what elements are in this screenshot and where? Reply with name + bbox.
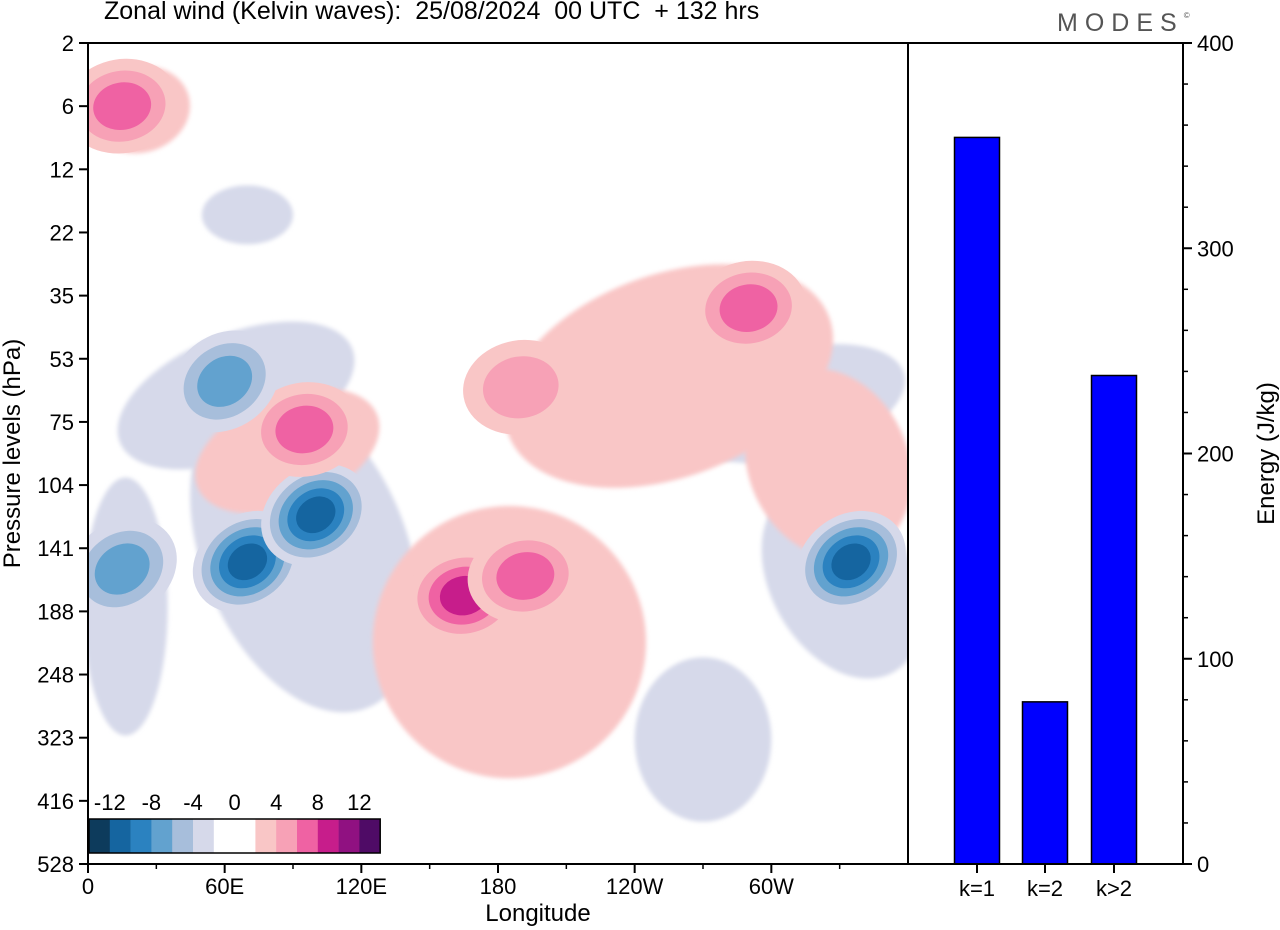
y-tick-label: 12 bbox=[50, 157, 74, 182]
x-tick-label: 60E bbox=[205, 874, 244, 899]
colorbar-swatch bbox=[297, 819, 319, 853]
colorbar: -12 -8 -4 0 4 8 12 bbox=[88, 790, 381, 854]
eastward-100E-75hPa bbox=[246, 382, 363, 477]
pos-band-60W-mid-outer bbox=[744, 368, 908, 559]
y-axis-title: Pressure levels (hPa) bbox=[0, 339, 26, 568]
colorbar-swatch bbox=[151, 819, 173, 853]
colorbar-swatch bbox=[255, 819, 277, 853]
colorbar-swatch bbox=[172, 819, 194, 853]
y-tick-label: 35 bbox=[50, 284, 74, 309]
colorbar-swatch bbox=[317, 819, 339, 853]
x-tick-label: 0 bbox=[82, 874, 94, 899]
y-tick-label: 528 bbox=[37, 852, 74, 877]
x-tick-label: 60W bbox=[749, 874, 794, 899]
colorbar-swatch bbox=[89, 819, 111, 853]
wind-contours bbox=[88, 58, 908, 822]
eastward-top-0E-level-6 bbox=[93, 82, 152, 131]
eastward-core-170W-level-6 bbox=[496, 552, 555, 600]
energy-bar-1 bbox=[953, 136, 1001, 865]
westward-core-30W-level-10 bbox=[831, 543, 871, 581]
eastward-upper-70W bbox=[690, 260, 807, 356]
energy-tick-label: 0 bbox=[1197, 852, 1209, 877]
y-tick-label: 188 bbox=[37, 599, 74, 624]
bar-category-label: k=1 bbox=[959, 876, 995, 901]
bar-category-label: k>2 bbox=[1096, 876, 1132, 901]
pos-band-60W-mid bbox=[744, 368, 908, 559]
y-tick-label: 416 bbox=[37, 789, 74, 814]
colorbar-label: 8 bbox=[312, 790, 324, 815]
y-tick-label: 6 bbox=[62, 94, 74, 119]
x-axis-title: Longitude bbox=[485, 900, 590, 927]
neg-band-top-outer bbox=[201, 185, 293, 245]
colorbar-swatch bbox=[276, 819, 298, 853]
colorbar-swatch bbox=[213, 819, 235, 853]
energy-tick-label: 100 bbox=[1197, 647, 1234, 672]
westward-upper-60E bbox=[170, 330, 280, 433]
eastward-top-0E bbox=[88, 58, 180, 154]
westward-core-30W bbox=[796, 510, 906, 613]
eastward-upper-180-level-4 bbox=[482, 356, 559, 419]
energy-bar-2 bbox=[1021, 701, 1069, 865]
colorbar-label: 4 bbox=[270, 790, 282, 815]
neg-band-top bbox=[201, 185, 293, 245]
westward-upper-60E-level-6 bbox=[197, 355, 253, 407]
colorbar-label: -4 bbox=[183, 790, 203, 815]
energy-tick-label: 200 bbox=[1197, 442, 1234, 467]
y-tick-label: 22 bbox=[50, 220, 74, 245]
neg-band-lower-outer bbox=[634, 657, 772, 822]
bar-category-label: k=2 bbox=[1027, 876, 1063, 901]
westward-0E-level-6 bbox=[94, 543, 150, 595]
westward-core-60E-level-10 bbox=[227, 543, 268, 581]
colorbar-swatch bbox=[338, 819, 360, 853]
eastward-core-170W bbox=[467, 528, 584, 624]
bar-frame bbox=[907, 42, 1184, 865]
energy-bar-3 bbox=[1090, 374, 1138, 865]
y-tick-label: 2 bbox=[62, 31, 74, 56]
westward-0E bbox=[88, 518, 177, 620]
colorbar-label: -8 bbox=[142, 790, 162, 815]
brand-logo: MODES© bbox=[1057, 9, 1190, 38]
brand-mark: © bbox=[1183, 11, 1190, 20]
colorbar-label: 12 bbox=[347, 790, 371, 815]
y-tick-label: 53 bbox=[50, 347, 74, 372]
westward-core-100E-level-10 bbox=[296, 496, 336, 534]
neg-band-lower bbox=[634, 657, 772, 822]
colorbar-swatch bbox=[130, 819, 152, 853]
eastward-100E-75hPa-level-6 bbox=[275, 405, 334, 454]
energy-tick-label: 400 bbox=[1197, 31, 1234, 56]
energy-bar-panel: k=1 k=2 k>2 0 100 200 300 400 Energy (J/kg) bbox=[953, 31, 1280, 901]
y-tick-label: 248 bbox=[37, 663, 74, 688]
colorbar-label: 0 bbox=[228, 790, 240, 815]
colorbar-swatch bbox=[109, 819, 131, 853]
y-tick-label: 75 bbox=[50, 410, 74, 435]
energy-axis-title: Energy (J/kg) bbox=[1253, 382, 1280, 525]
eastward-upper-180 bbox=[463, 339, 579, 435]
colorbar-swatch bbox=[193, 819, 215, 853]
energy-tick-label: 300 bbox=[1197, 236, 1234, 261]
colorbar-swatch bbox=[234, 819, 256, 853]
y-tick-label: 323 bbox=[37, 726, 74, 751]
colorbar-swatch bbox=[359, 819, 381, 853]
eastward-upper-70W-level-6 bbox=[719, 284, 778, 332]
x-tick-label: 120W bbox=[606, 874, 664, 899]
x-tick-label: 120E bbox=[336, 874, 387, 899]
westward-core-100E bbox=[261, 463, 371, 566]
colorbar-label: -12 bbox=[94, 790, 126, 815]
brand-text: MODES bbox=[1057, 9, 1184, 37]
chart-title: Zonal wind (Kelvin waves): 25/08/2024 00… bbox=[104, 0, 760, 25]
x-tick-label: 180 bbox=[480, 874, 517, 899]
y-tick-label: 104 bbox=[37, 473, 74, 498]
y-tick-label: 141 bbox=[37, 536, 74, 561]
